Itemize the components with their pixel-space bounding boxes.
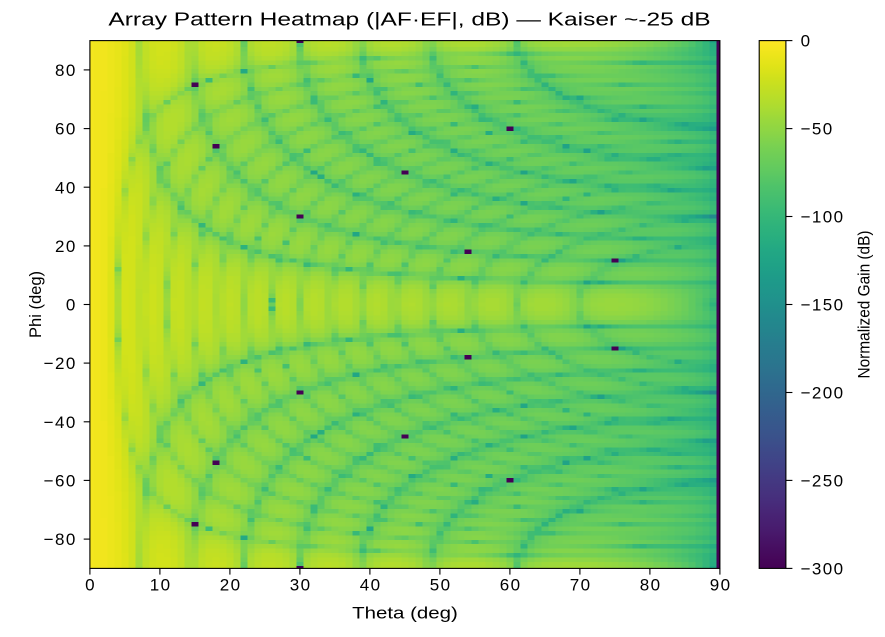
svg-text:50: 50: [430, 575, 452, 594]
svg-text:20: 20: [220, 575, 242, 594]
svg-text:30: 30: [290, 575, 312, 594]
svg-text:−300: −300: [801, 560, 845, 579]
svg-text:40: 40: [360, 575, 382, 594]
svg-text:−150: −150: [801, 296, 845, 315]
svg-text:−50: −50: [801, 120, 834, 139]
svg-text:80: 80: [55, 61, 77, 80]
svg-text:40: 40: [55, 178, 77, 197]
svg-text:0: 0: [85, 575, 96, 594]
svg-text:Array Pattern Heatmap (|AF·EF|: Array Pattern Heatmap (|AF·EF|, dB) — Ka…: [108, 9, 710, 30]
svg-text:20: 20: [55, 237, 77, 256]
svg-text:−20: −20: [44, 354, 77, 373]
svg-text:60: 60: [500, 575, 522, 594]
svg-text:10: 10: [150, 575, 172, 594]
svg-text:90: 90: [710, 575, 732, 594]
svg-text:−40: −40: [44, 413, 77, 432]
svg-text:80: 80: [640, 575, 662, 594]
svg-text:60: 60: [55, 120, 77, 139]
svg-text:−250: −250: [801, 472, 845, 491]
svg-text:0: 0: [66, 296, 77, 315]
svg-text:0: 0: [801, 32, 812, 51]
svg-text:Normalized Gain (dB): Normalized Gain (dB): [855, 231, 874, 379]
svg-text:−80: −80: [44, 530, 77, 549]
svg-text:−200: −200: [801, 384, 845, 403]
svg-text:Theta (deg): Theta (deg): [352, 603, 458, 622]
svg-text:70: 70: [570, 575, 592, 594]
svg-text:−60: −60: [44, 472, 77, 491]
svg-text:Phi (deg): Phi (deg): [26, 271, 45, 338]
svg-text:−100: −100: [801, 208, 845, 227]
